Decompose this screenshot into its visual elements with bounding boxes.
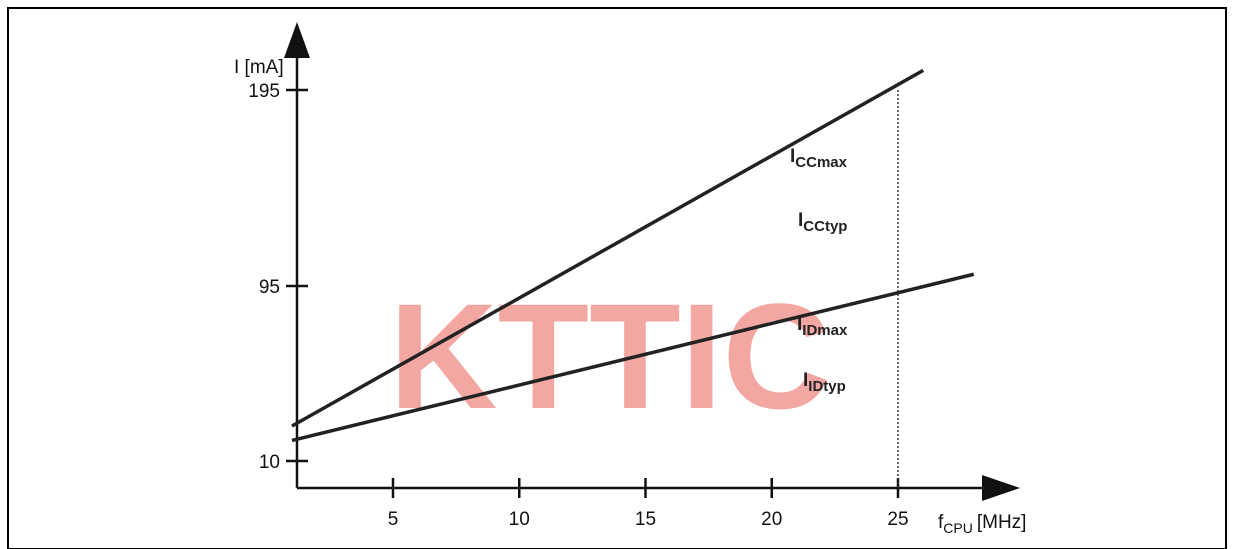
figure-frame <box>7 7 1227 549</box>
x-tick-label: 20 <box>761 509 782 530</box>
y-tick-label: 195 <box>248 81 280 102</box>
y-tick-label: 95 <box>259 277 280 298</box>
series-label-ccmax: ICCmax <box>790 146 848 171</box>
series-line-ccmax <box>291 68 925 428</box>
x-tick-label: 5 <box>388 509 399 530</box>
y-axis-arrow-icon <box>284 22 310 58</box>
x-tick-label: 10 <box>509 509 530 530</box>
x-tick-label: 15 <box>635 509 656 530</box>
series-label-cctyp: ICCtyp <box>798 210 847 235</box>
y-axis-label: I [mA] <box>234 57 284 78</box>
x-tick-label: 25 <box>887 509 908 530</box>
y-tick-label: 10 <box>259 452 280 473</box>
x-axis-arrow-icon <box>982 475 1020 501</box>
x-axis-label: fCPU [MHz] <box>938 512 1026 536</box>
series-label-idtyp: IIDtyp <box>803 370 846 395</box>
watermark-text: KTTIC <box>389 272 831 440</box>
series-line-idmax <box>291 272 975 443</box>
series-label-idmax: IIDmax <box>797 314 848 339</box>
axes <box>284 22 1020 501</box>
